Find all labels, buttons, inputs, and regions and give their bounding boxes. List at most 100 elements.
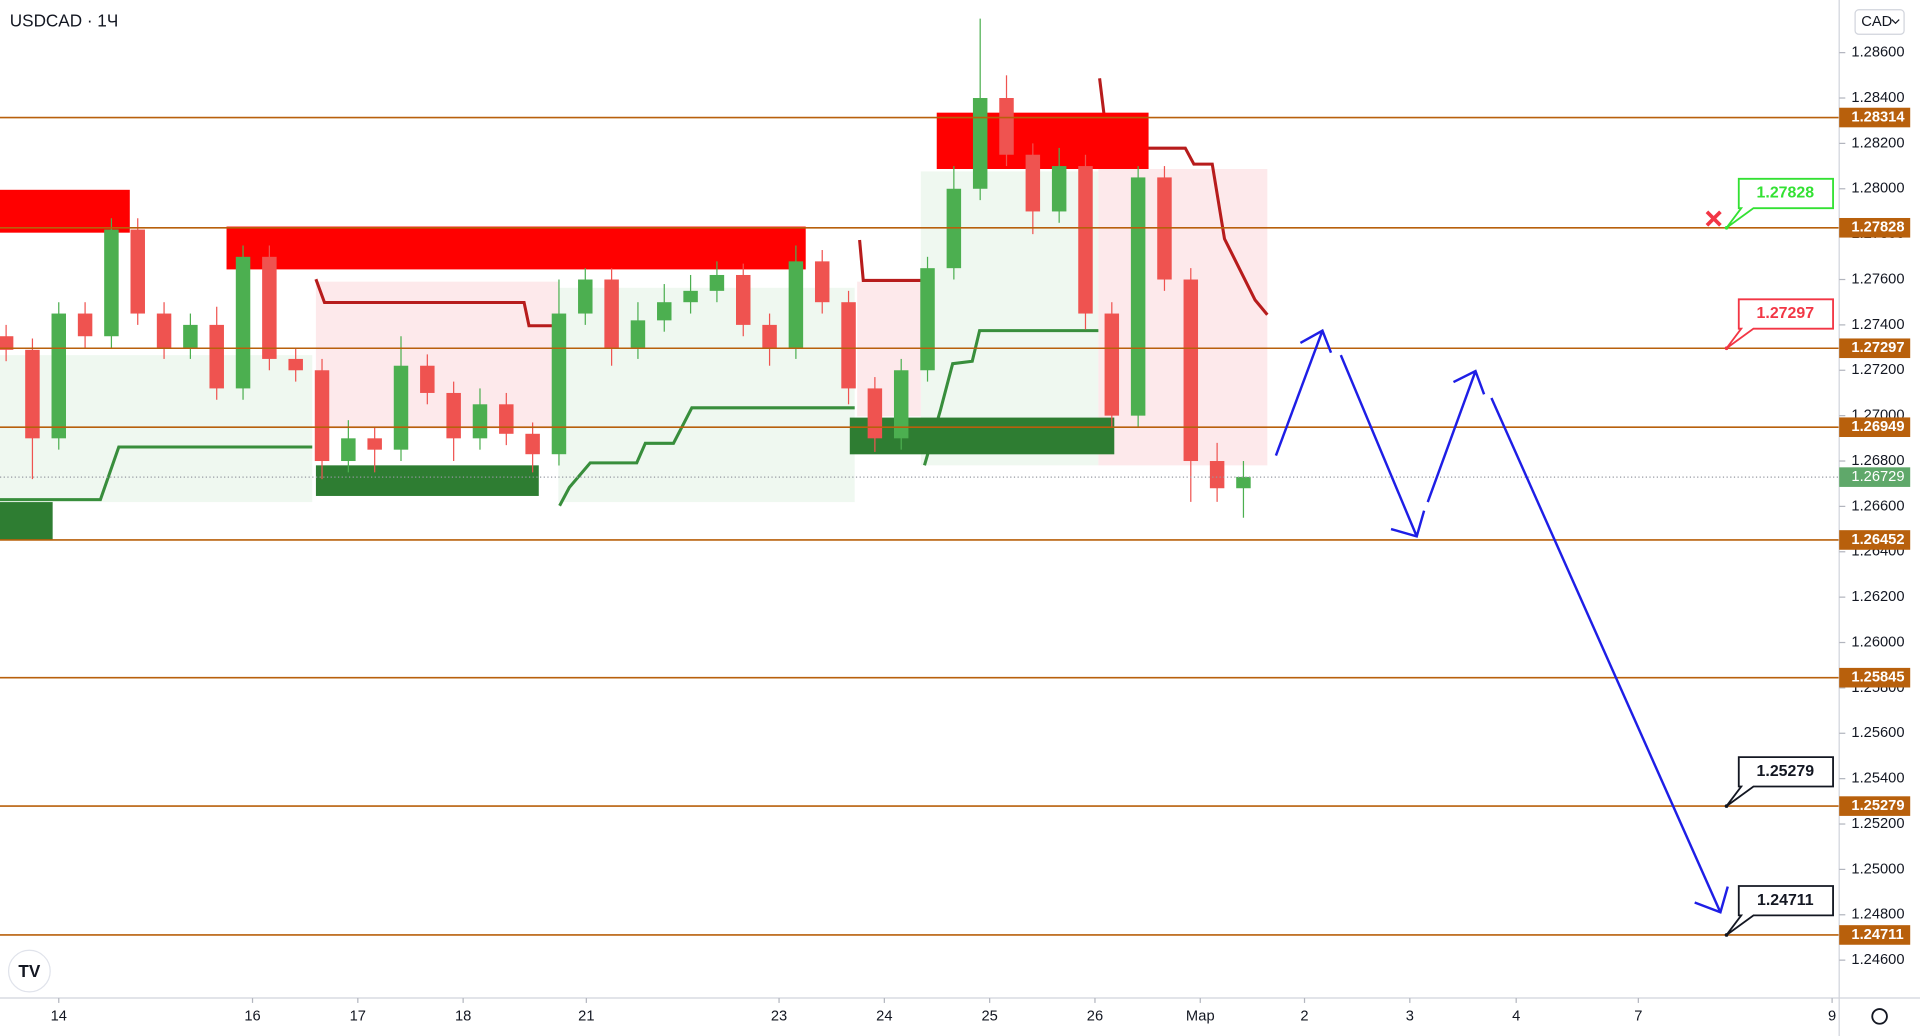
supply-zone xyxy=(936,112,1149,169)
arrow-head xyxy=(1299,328,1333,354)
supply-zone xyxy=(0,189,130,233)
candle-body xyxy=(972,98,988,189)
trend-fill xyxy=(315,281,559,429)
level-label: 1.26949 xyxy=(1851,419,1904,435)
candle-body xyxy=(525,433,540,455)
dropdown-icon xyxy=(1891,19,1900,25)
candle-body xyxy=(499,404,514,434)
forecast-path xyxy=(1274,328,1729,914)
candle-body xyxy=(51,313,67,439)
last-price-label: 1.26729 xyxy=(1851,469,1904,485)
callout-box xyxy=(1725,756,1834,807)
level-label: 1.25845 xyxy=(1851,670,1904,686)
x-tick-label: Мар xyxy=(1186,1008,1215,1024)
svg-text:TV: TV xyxy=(18,961,40,981)
candle-body xyxy=(472,404,488,439)
settings-icon[interactable] xyxy=(1871,1008,1888,1025)
y-tick-label: 1.24600 xyxy=(1851,952,1904,968)
candle-body xyxy=(235,256,251,389)
y-tick-label: 1.26600 xyxy=(1851,498,1904,514)
candle-body xyxy=(130,229,145,314)
demand-zone xyxy=(849,417,1115,455)
supertrend-up xyxy=(558,406,855,507)
arrow-head xyxy=(1452,369,1486,395)
candle-body xyxy=(262,256,277,359)
levels xyxy=(0,116,1840,936)
x-tick-label: 25 xyxy=(981,1008,997,1024)
callout-label: 1.25279 xyxy=(1757,763,1815,780)
candle-body xyxy=(1236,476,1251,489)
x-tick-label: 2 xyxy=(1300,1008,1308,1024)
candle-body xyxy=(1104,313,1120,416)
callout-label: 1.24711 xyxy=(1757,892,1814,909)
y-tick-label: 1.26000 xyxy=(1851,634,1904,650)
candle-body xyxy=(709,274,725,291)
callout-box xyxy=(1725,177,1834,229)
y-tick-label: 1.25000 xyxy=(1851,861,1904,877)
level-labels: 1.28314 1.27828 1.27297 1.26949 1.26452 1.258… xyxy=(1724,107,1911,945)
currency-button[interactable] xyxy=(1854,9,1905,35)
y-tick-label: 1.25400 xyxy=(1851,771,1904,787)
arrow-head xyxy=(1390,510,1426,538)
level-label: 1.27828 xyxy=(1851,220,1904,236)
last-price-bg xyxy=(1839,467,1911,487)
candle-body xyxy=(183,324,198,348)
y-tick-label: 1.27400 xyxy=(1851,317,1904,333)
x-tick-label: 24 xyxy=(876,1008,892,1024)
level-label: 1.24711 xyxy=(1851,927,1903,943)
x-tick-label: 16 xyxy=(244,1008,260,1024)
trend-fill xyxy=(0,355,313,503)
x-tick-label: 14 xyxy=(51,1008,67,1024)
candle-body xyxy=(867,388,883,439)
zones xyxy=(0,112,1149,541)
level-label-bg xyxy=(1839,667,1911,688)
currency-label[interactable]: CAD xyxy=(1861,14,1892,30)
level-label-bg xyxy=(1839,338,1911,359)
trend-fill xyxy=(558,287,855,503)
candle-body xyxy=(77,313,93,337)
arrow-head xyxy=(1694,886,1729,914)
forecast-arrow xyxy=(1426,370,1477,503)
x-tick-label: 18 xyxy=(455,1008,471,1024)
axes: 1.286001.284001.282001.280001.278001.276… xyxy=(51,45,1905,1025)
level-label: 1.25279 xyxy=(1851,798,1904,814)
candle-body xyxy=(762,324,777,348)
candle-body xyxy=(420,365,435,393)
x-tick-label: 23 xyxy=(771,1008,787,1024)
level-label-bg xyxy=(1839,107,1911,128)
forecast-arrow xyxy=(1339,354,1418,537)
candles xyxy=(0,18,1251,518)
candle-body xyxy=(341,438,356,462)
callout-label: 1.27297 xyxy=(1757,305,1815,322)
x-tick-label: 17 xyxy=(350,1008,366,1024)
demand-zone xyxy=(0,502,53,541)
candle-body xyxy=(0,336,14,350)
candle-body xyxy=(683,290,698,303)
candle-body xyxy=(630,320,646,348)
candle-body xyxy=(1130,177,1146,416)
trend-fill xyxy=(1098,168,1268,466)
supertrend-down xyxy=(314,278,559,328)
candle-body xyxy=(920,268,935,371)
candle-body xyxy=(814,261,830,303)
supertrend-up xyxy=(0,445,313,502)
callout-label: 1.27828 xyxy=(1757,185,1815,202)
candle-body xyxy=(999,98,1014,155)
candle-body xyxy=(788,261,804,348)
y-tick-label: 1.24800 xyxy=(1851,907,1904,923)
candle-body xyxy=(367,438,382,450)
logo: TV xyxy=(7,949,51,993)
candle-body xyxy=(604,279,619,348)
supertrend-down xyxy=(858,239,921,282)
cancel-mark xyxy=(1705,210,1722,227)
y-tick-label: 1.25200 xyxy=(1851,816,1904,832)
candle-body xyxy=(209,324,224,389)
level-label-bg xyxy=(1839,417,1911,438)
supply-zone xyxy=(226,226,806,270)
forecast-arrow xyxy=(1490,397,1722,913)
candle-body xyxy=(393,365,409,450)
y-tick-label: 1.28000 xyxy=(1851,181,1904,197)
callout-box xyxy=(1725,298,1834,350)
x-tick-label: 26 xyxy=(1087,1008,1103,1024)
candle-body xyxy=(841,302,856,389)
